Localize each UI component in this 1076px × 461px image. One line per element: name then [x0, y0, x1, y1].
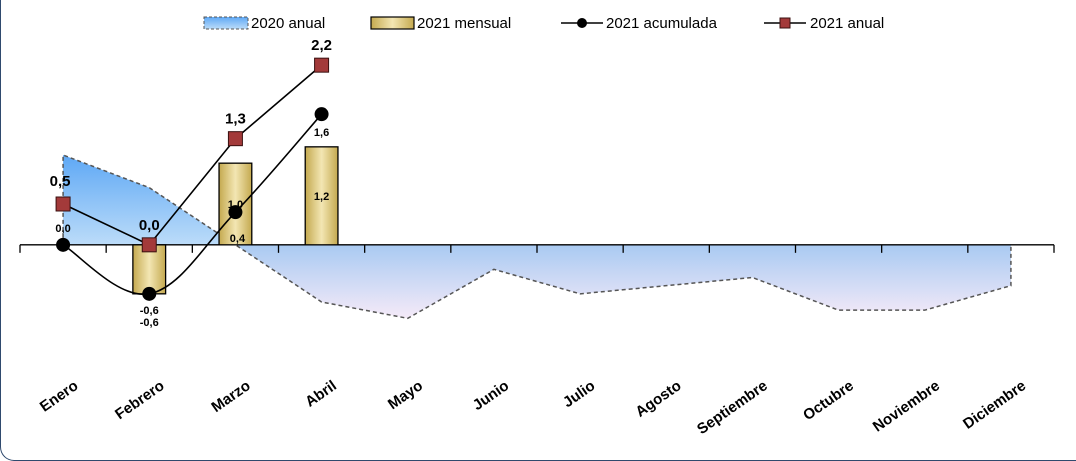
- data-label-anual: 0,0: [139, 217, 160, 234]
- legend-item-2021-acumulada: 2021 acumulada: [561, 15, 718, 32]
- point-2021-acumulada: [142, 286, 157, 301]
- x-tick-label: Abril: [302, 377, 340, 411]
- line-2021-anual: [62, 64, 323, 246]
- legend-label: 2021 mensual: [417, 15, 511, 32]
- point-2021-acumulada: [314, 107, 329, 122]
- x-tick-label: Febrero: [112, 377, 168, 423]
- point-2021-anual: [55, 196, 71, 212]
- area-2020-outline: [62, 153, 1012, 320]
- x-tick-label: Julio: [560, 377, 598, 411]
- x-tick-label: Enero: [37, 377, 82, 415]
- data-label-acumulada: 1,6: [314, 127, 329, 139]
- legend-item-2020-anual: 2020 anual: [203, 15, 325, 32]
- data-label-acumulada: 0,4: [230, 233, 246, 245]
- point-2021-anual: [141, 237, 157, 253]
- x-tick-label: Noviembre: [870, 377, 943, 435]
- data-label-mensual: 1,0: [228, 199, 243, 211]
- data-label-anual: 2,2: [311, 37, 332, 54]
- legend: 2020 anual 2021 mensual 2021 acumulada 2…: [203, 15, 884, 32]
- data-label-anual: 0,5: [50, 173, 71, 190]
- x-tick-label: Octubre: [800, 377, 857, 424]
- x-tick-label: Septiembre: [694, 377, 771, 438]
- legend-marker-acumulada: [577, 18, 587, 28]
- legend-swatch-bar: [370, 16, 415, 30]
- point-2021-anual: [314, 57, 330, 73]
- point-2021-acumulada: [56, 237, 71, 252]
- x-tick-label: Mayo: [385, 377, 426, 413]
- point-2021-anual: [227, 131, 243, 147]
- x-tick-label: Junio: [470, 377, 513, 414]
- bar-2021-mensual: [304, 146, 339, 246]
- x-tick-label: Agosto: [632, 377, 684, 421]
- plot-area: 0,5 0,0 1,3 2,2 0,0 -0,6 0,4 1,6 -0,6 1,0 1,2 Enero…: [19, 37, 1055, 438]
- point-2021-acumulada: [228, 205, 243, 220]
- data-label-acumulada: -0,6: [140, 305, 159, 317]
- data-label-mensual: 1,2: [314, 191, 329, 203]
- area-2020-negative: [63, 244, 1011, 319]
- legend-label: 2021 anual: [810, 15, 884, 32]
- x-tick-label: Marzo: [208, 377, 253, 416]
- data-label-acumulada: 0,0: [55, 223, 70, 235]
- legend-item-2021-anual: 2021 anual: [764, 15, 884, 32]
- data-label-anual: 1,3: [225, 111, 246, 128]
- x-tick-label: Diciembre: [960, 377, 1029, 433]
- area-2020-positive: [63, 155, 1011, 245]
- legend-label: 2021 acumulada: [606, 15, 718, 32]
- legend-item-2021-mensual: 2021 mensual: [370, 15, 511, 32]
- legend-label: 2020 anual: [251, 15, 325, 32]
- bar-2021-mensual: [218, 162, 253, 246]
- data-label-mensual: -0,6: [140, 317, 159, 329]
- legend-marker-anual: [779, 17, 791, 29]
- legend-swatch-area: [203, 16, 249, 30]
- line-2021-acumulada: [62, 113, 323, 296]
